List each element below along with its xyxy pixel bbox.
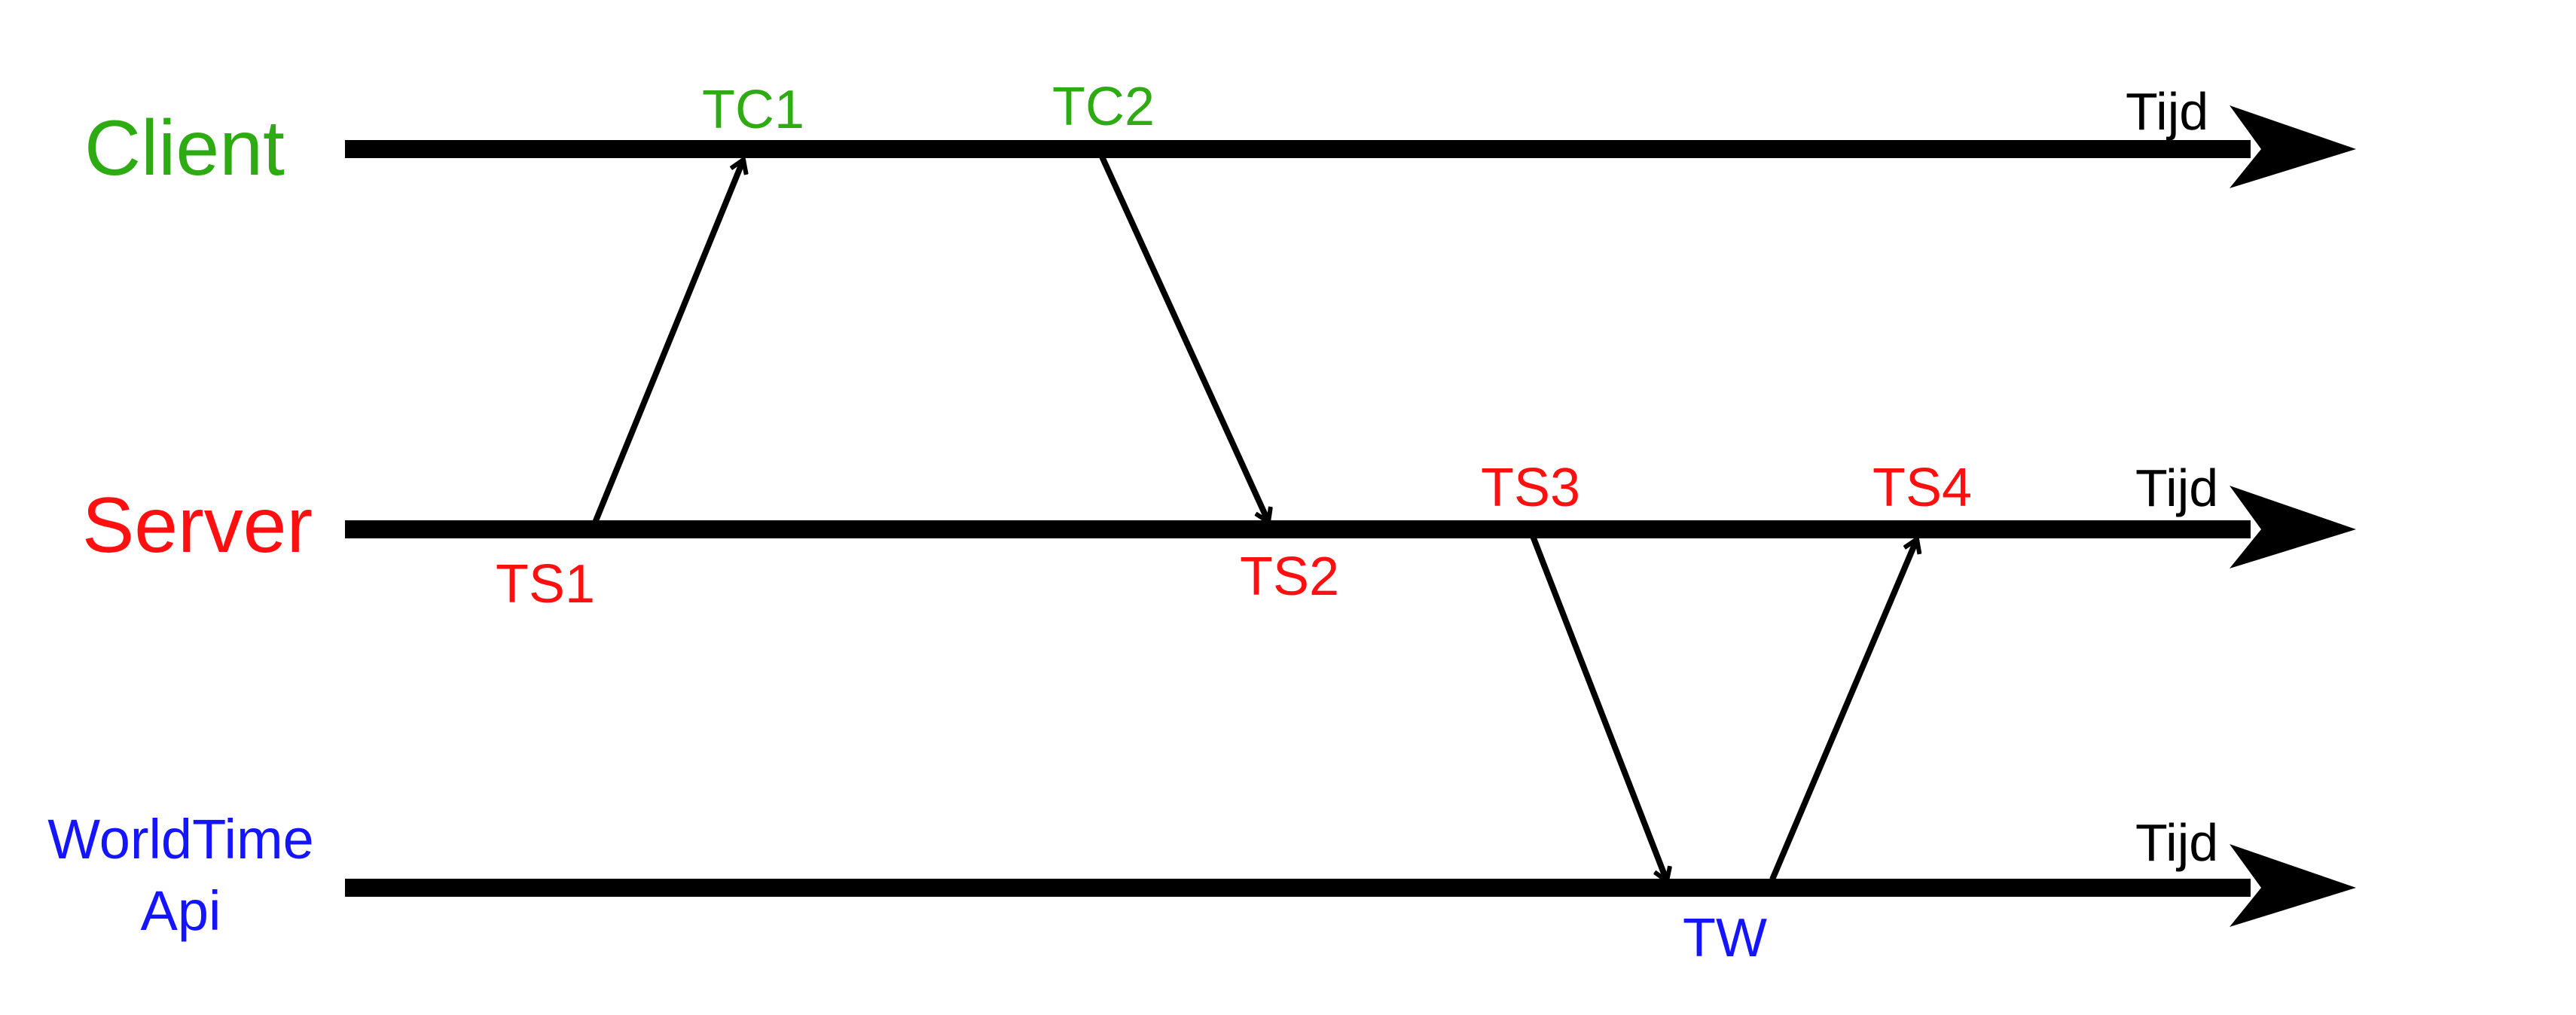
message-ts1-to-tc1 [592, 160, 743, 524]
server-lane-label: Server [82, 482, 313, 569]
api-lane-label-line1: WorldTime [47, 808, 314, 870]
message-tc2-to-ts2 [1099, 155, 1268, 522]
api-timeline [345, 844, 2356, 927]
client-time-arrowhead [2230, 105, 2356, 188]
event-label-ts3: TS3 [1481, 458, 1580, 518]
message-ts3-to-tw [1530, 535, 1667, 881]
event-label-tw: TW [1683, 908, 1767, 968]
api-time-label: Tijd [2135, 813, 2218, 872]
message-tw-to-ts4 [1769, 539, 1917, 881]
server-timeline [345, 486, 2356, 568]
event-label-ts2: TS2 [1240, 547, 1339, 607]
event-label-tc1: TC1 [702, 80, 804, 140]
client-timeline [345, 105, 2356, 188]
event-label-tc2: TC2 [1052, 77, 1155, 137]
api-time-arrowhead [2230, 844, 2356, 927]
event-label-ts1: TS1 [496, 554, 595, 614]
server-time-label: Tijd [2135, 459, 2218, 517]
client-time-label: Tijd [2126, 82, 2208, 141]
event-label-ts4: TS4 [1872, 458, 1972, 518]
api-lane-label-line2: Api [141, 879, 221, 942]
client-lane-label: Client [84, 105, 285, 192]
server-time-arrowhead [2230, 486, 2356, 568]
